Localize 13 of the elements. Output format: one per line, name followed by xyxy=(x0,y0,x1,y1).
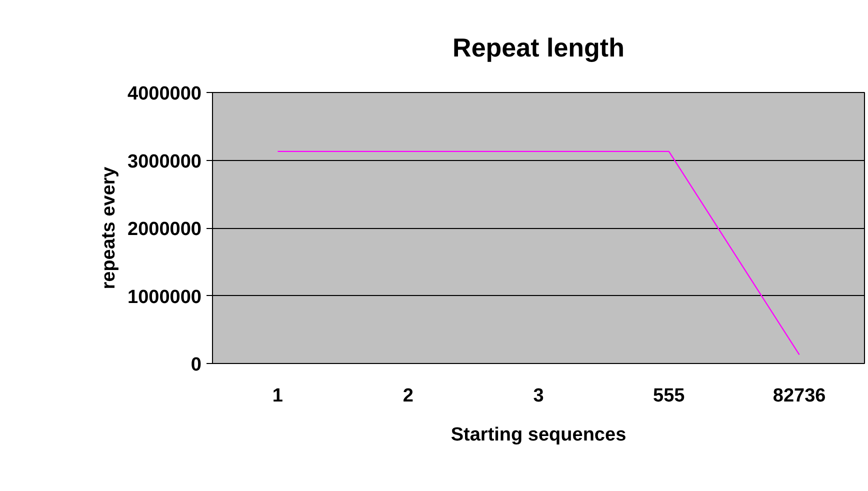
x-axis-title: Starting sequences xyxy=(450,424,626,446)
x-tick-label: 82736 xyxy=(772,386,826,406)
y-tick-label: 3000000 xyxy=(128,151,202,172)
x-tick-label: 555 xyxy=(653,386,686,406)
y-axis-title: repeats every xyxy=(98,166,120,290)
y-tick-label: 0 xyxy=(190,354,202,376)
y-tick-label: 2000000 xyxy=(128,219,202,240)
y-tick-label: 4000000 xyxy=(128,84,202,104)
x-tick-label: 1 xyxy=(272,386,284,406)
x-tick-label: 3 xyxy=(533,386,544,406)
chart-title: Repeat length xyxy=(452,32,624,62)
y-tick-label: 1000000 xyxy=(128,286,202,308)
x-tick-label: 2 xyxy=(402,386,414,406)
